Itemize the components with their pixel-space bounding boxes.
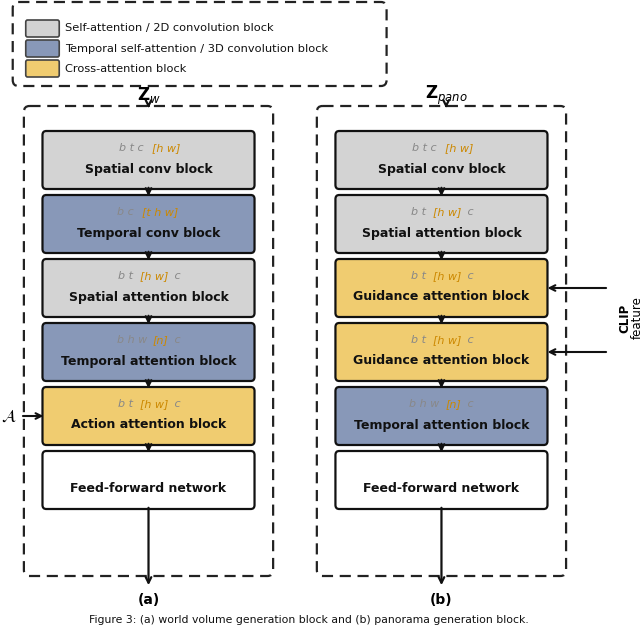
Text: [h w]: [h w]: [140, 271, 169, 281]
Text: c: c: [171, 271, 180, 281]
Text: [t h w]: [t h w]: [143, 207, 179, 217]
Text: c: c: [464, 207, 474, 217]
Text: c: c: [464, 399, 474, 409]
FancyBboxPatch shape: [42, 195, 255, 253]
Text: Figure 3: (a) world volume generation block and (b) panorama generation block.: Figure 3: (a) world volume generation bl…: [88, 615, 529, 625]
Text: $\mathbf{Z}_w$: $\mathbf{Z}_w$: [136, 85, 161, 105]
FancyBboxPatch shape: [335, 323, 547, 381]
Text: Temporal conv block: Temporal conv block: [77, 226, 220, 239]
Text: [h w]: [h w]: [445, 143, 474, 153]
Text: b t: b t: [118, 399, 136, 409]
Text: c: c: [171, 399, 180, 409]
Text: c: c: [464, 271, 474, 281]
FancyBboxPatch shape: [335, 451, 547, 509]
Text: Guidance attention block: Guidance attention block: [353, 355, 529, 367]
Text: (a): (a): [138, 593, 159, 607]
Text: feature: feature: [631, 297, 640, 339]
FancyBboxPatch shape: [42, 131, 255, 189]
Text: Temporal attention block: Temporal attention block: [354, 419, 529, 431]
Text: b t: b t: [118, 271, 136, 281]
Text: Feed-forward network: Feed-forward network: [70, 482, 227, 496]
FancyBboxPatch shape: [42, 451, 255, 509]
Text: [h w]: [h w]: [152, 143, 181, 153]
FancyBboxPatch shape: [26, 20, 60, 37]
Text: b h w: b h w: [410, 399, 444, 409]
FancyBboxPatch shape: [42, 323, 255, 381]
FancyBboxPatch shape: [26, 40, 60, 57]
Text: Self-attention / 2D convolution block: Self-attention / 2D convolution block: [65, 24, 273, 34]
Text: b t c: b t c: [412, 143, 440, 153]
Text: (b): (b): [430, 593, 452, 607]
Text: b t: b t: [411, 207, 429, 217]
Text: Spatial conv block: Spatial conv block: [378, 163, 506, 175]
Text: Guidance attention block: Guidance attention block: [353, 290, 529, 304]
FancyBboxPatch shape: [335, 259, 547, 317]
Text: [h w]: [h w]: [433, 271, 461, 281]
Text: Spatial conv block: Spatial conv block: [84, 163, 212, 175]
Text: Temporal self-attention / 3D convolution block: Temporal self-attention / 3D convolution…: [65, 43, 328, 54]
Text: b c: b c: [117, 207, 138, 217]
FancyBboxPatch shape: [335, 131, 547, 189]
Text: c: c: [464, 335, 474, 345]
Text: [n]: [n]: [153, 335, 168, 345]
Text: [n]: [n]: [445, 399, 461, 409]
Text: c: c: [171, 335, 180, 345]
Text: [h w]: [h w]: [433, 335, 461, 345]
FancyBboxPatch shape: [26, 60, 60, 77]
FancyBboxPatch shape: [42, 259, 255, 317]
Text: Spatial attention block: Spatial attention block: [362, 226, 522, 239]
Text: b h w: b h w: [116, 335, 150, 345]
Text: [h w]: [h w]: [433, 207, 461, 217]
Text: $\mathcal{A}$: $\mathcal{A}$: [1, 407, 17, 425]
Text: [h w]: [h w]: [140, 399, 169, 409]
Text: Feed-forward network: Feed-forward network: [364, 482, 520, 496]
Text: Cross-attention block: Cross-attention block: [65, 64, 186, 73]
Text: $\mathbf{Z}_{pano}$: $\mathbf{Z}_{pano}$: [425, 84, 467, 107]
FancyBboxPatch shape: [42, 387, 255, 445]
FancyBboxPatch shape: [335, 195, 547, 253]
Text: b t c: b t c: [119, 143, 147, 153]
Text: Action attention block: Action attention block: [71, 419, 226, 431]
Text: Temporal attention block: Temporal attention block: [61, 355, 236, 367]
Text: Spatial attention block: Spatial attention block: [68, 290, 228, 304]
Text: b t: b t: [411, 335, 429, 345]
FancyBboxPatch shape: [335, 387, 547, 445]
Text: b t: b t: [411, 271, 429, 281]
Text: CLIP: CLIP: [618, 304, 631, 332]
